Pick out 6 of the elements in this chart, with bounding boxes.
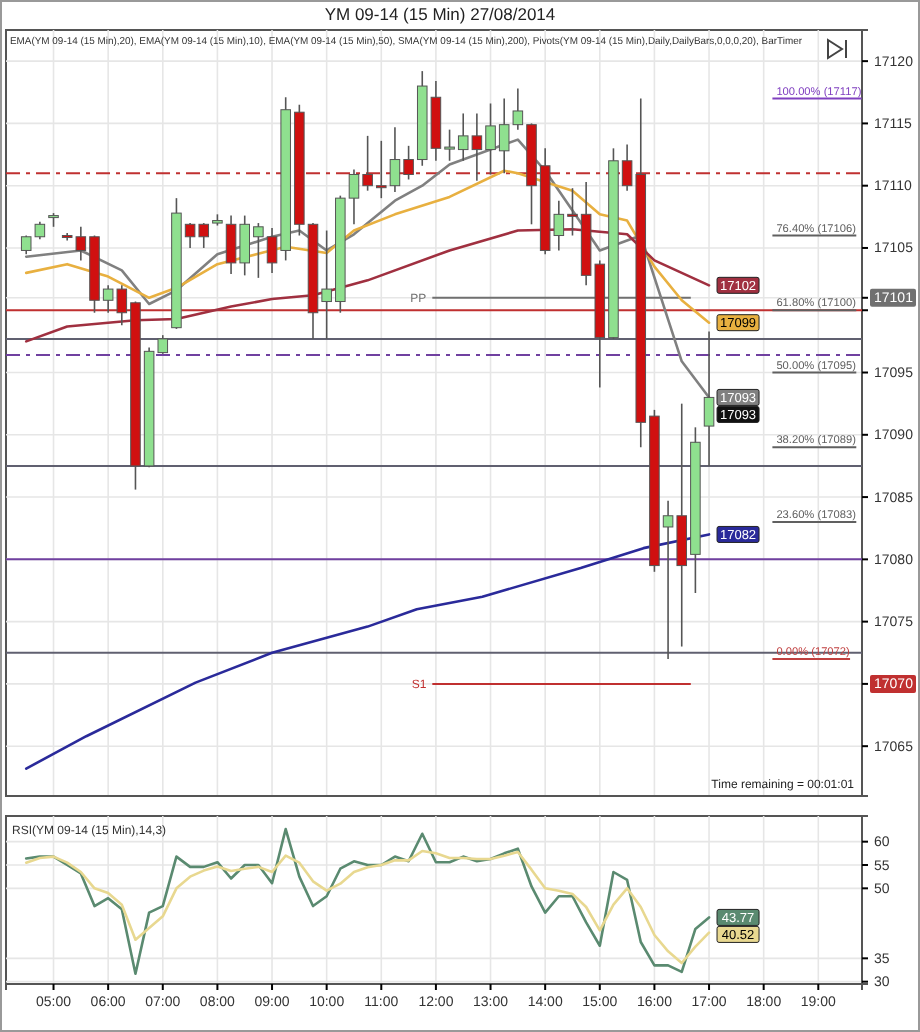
chart-title: YM 09-14 (15 Min) 27/08/2014: [324, 4, 556, 24]
line-series: [24, 849, 711, 965]
line-series: [24, 533, 711, 770]
candlestick: [703, 330, 715, 467]
line-series: [24, 169, 711, 324]
line-series: [24, 227, 711, 343]
